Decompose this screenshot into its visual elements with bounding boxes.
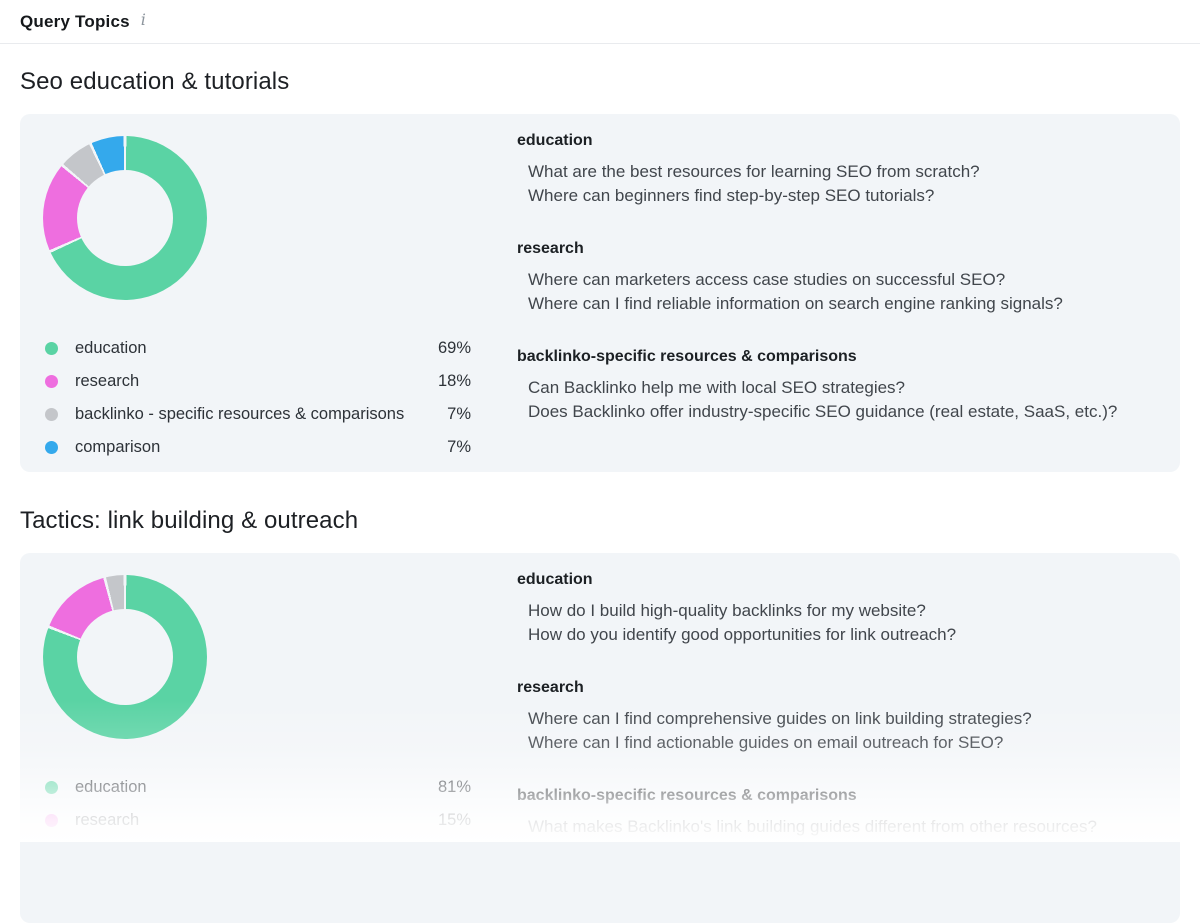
donut-chart — [43, 136, 207, 300]
chart-legend: education 81% research 15% — [45, 771, 471, 837]
donut-hole — [77, 170, 173, 266]
topic-card-tactics-link-building: education 81% research 15% education How… — [20, 553, 1180, 923]
questions-column: education How do I build high-quality ba… — [517, 553, 1180, 871]
legend-item: education 81% — [45, 771, 471, 804]
question-group-title: education — [517, 571, 593, 588]
legend-label: research — [75, 811, 140, 829]
question-group-title: backlinko-specific resources & compariso… — [517, 348, 857, 365]
legend-label: research — [75, 372, 140, 390]
query-question: Does Backlinko offer industry-specific S… — [528, 402, 1118, 421]
legend-dot — [45, 781, 58, 794]
page-title: Query Topics — [20, 11, 130, 31]
question-group-research: research Where can marketers access case… — [517, 240, 1156, 316]
query-question: What are the best resources for learning… — [528, 162, 980, 181]
page-header: Query Topics i — [0, 0, 1200, 44]
legend-dot — [45, 375, 58, 388]
question-group-education: education What are the best resources fo… — [517, 132, 1156, 208]
legend-percent: 18% — [437, 372, 471, 390]
legend-percent: 7% — [447, 438, 471, 456]
legend-label: education — [75, 778, 147, 796]
topic-card-seo-education: education 69% research 18% backlinko - s… — [20, 114, 1180, 472]
legend-percent: 7% — [447, 405, 471, 423]
legend-label: education — [75, 339, 147, 357]
legend-dot — [45, 342, 58, 355]
legend-item: comparison 7% — [45, 431, 471, 464]
query-question: How do you identify good opportunities f… — [528, 625, 957, 644]
question-group-education: education How do I build high-quality ba… — [517, 571, 1156, 647]
legend-dot — [45, 441, 58, 454]
section-title-seo-education: Seo education & tutorials — [20, 68, 290, 95]
question-group-title: research — [517, 240, 584, 257]
query-question: Can Backlinko help me with local SEO str… — [528, 378, 906, 397]
legend-percent: 81% — [437, 778, 471, 796]
legend-item: research 18% — [45, 365, 471, 398]
donut-chart — [43, 575, 207, 739]
legend-dot — [45, 814, 58, 827]
query-question: Where can marketers access case studies … — [528, 270, 1006, 289]
query-question: How do I build high-quality backlinks fo… — [528, 601, 926, 620]
query-question: Where can I find reliable information on… — [528, 294, 1063, 313]
question-group-title: backlinko-specific resources & compariso… — [517, 787, 857, 804]
info-icon[interactable]: i — [140, 9, 146, 29]
legend-label: comparison — [75, 438, 161, 456]
legend-percent: 15% — [437, 811, 471, 829]
legend-item: education 69% — [45, 332, 471, 365]
questions-column: education What are the best resources fo… — [517, 114, 1180, 456]
query-question: Where can I find actionable guides on em… — [528, 733, 1004, 752]
legend-percent: 69% — [437, 339, 471, 357]
legend-dot — [45, 408, 58, 421]
query-question: Where can beginners find step-by-step SE… — [528, 186, 935, 205]
chart-column: education 81% research 15% — [20, 553, 517, 837]
question-group-research: research Where can I find comprehensive … — [517, 679, 1156, 755]
question-group-title: education — [517, 132, 593, 149]
legend-label: backlinko - specific resources & compari… — [75, 405, 405, 423]
section-title-tactics-link-building: Tactics: link building & outreach — [20, 507, 359, 534]
query-topics-report: Seo education & tutorials education 69% … — [0, 68, 1200, 923]
question-group-title: research — [517, 679, 584, 696]
query-question: What makes Backlinko's link building gui… — [528, 817, 1097, 836]
chart-column: education 69% research 18% backlinko - s… — [20, 114, 517, 464]
chart-legend: education 69% research 18% backlinko - s… — [45, 332, 471, 464]
question-group-backlinko-specific: backlinko-specific resources & compariso… — [517, 787, 1156, 839]
donut-hole — [77, 609, 173, 705]
question-group-backlinko-specific: backlinko-specific resources & compariso… — [517, 348, 1156, 424]
legend-item: research 15% — [45, 804, 471, 837]
query-question: Where can I find comprehensive guides on… — [528, 709, 1032, 728]
legend-item: backlinko - specific resources & compari… — [45, 398, 471, 431]
